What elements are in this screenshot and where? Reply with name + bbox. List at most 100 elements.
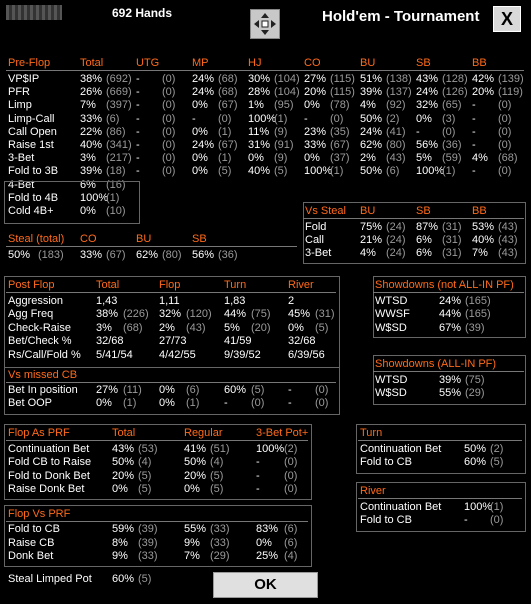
row-value: (29) [465,387,485,400]
row-value: 4% [472,152,488,165]
showdowns-notallin-header: Showdowns (not ALL-IN PF) [373,279,524,293]
row-value: (165) [465,295,491,307]
row-label: Continuation Bet [8,443,90,455]
row-value: (37) [330,152,350,165]
showdown-row: WWSF 44% (165) [373,308,524,321]
vs-missed-cb-box [4,367,340,415]
row-value: 100% [256,443,285,455]
row-value: (9) [274,152,288,165]
window-title: Hold'em - Tournament [322,8,480,25]
ok-button[interactable]: OK [213,572,318,598]
steal-limped-pot-row: Steal Limped Pot 60% (5) [8,573,152,585]
vs-steal-row: Call 21% (24) 6% (31) 40% (43) [303,234,524,247]
row-value: 20% [304,86,327,99]
row-value: - [472,125,476,138]
row-value: (68) [218,86,238,99]
row-value: (39) [138,536,158,549]
row-label: Aggression [8,295,64,307]
row-value: 1,43 [96,295,118,307]
row-label: Raise Donk Bet [8,483,85,496]
row-label: Call [305,234,324,247]
row-value: 9% [112,550,128,563]
row-label: WTSD [375,374,408,386]
row-value: 50% [112,456,135,469]
row-value: (6) [386,165,400,178]
row-value: - [136,152,140,165]
row-value: - [472,165,476,178]
flop-as-prf-row: Continuation Bet 43% (53) 41% (51) 100% (2) [6,443,308,456]
row-value: 56% [416,139,439,151]
row-value: (31) [442,234,462,247]
move-icon[interactable] [250,9,280,39]
row-value: (1) [490,501,504,513]
row-value: - [288,384,292,396]
row-label: PFR [8,86,30,99]
row-value: 3% [96,321,112,334]
row-value: (6) [284,523,298,535]
row-value: 24% [192,139,215,151]
row-value: 87% [416,221,439,233]
row-value: (126) [442,86,468,99]
row-value: (0) [315,384,329,396]
row-value: - [472,112,476,125]
row-value: (1) [218,152,232,165]
row-value: 45% [288,308,311,321]
row-label: Call Open [8,125,57,138]
row-value: (29) [210,550,230,563]
row-value: - [136,125,140,138]
hands-count: 692 Hands [112,6,173,20]
row-value: (92) [386,99,406,112]
row-value: 100% [304,165,333,178]
flop-vs-prf-box [4,505,312,567]
row-value: (1) [274,112,288,125]
row-value: (1) [186,397,200,410]
row-value: (0) [498,125,512,138]
river-box [356,482,526,532]
row-value: (115) [330,86,355,99]
row-value: (33) [210,536,230,549]
row-value: (68) [218,73,238,85]
row-value: (1) [442,165,456,178]
row-value: 6% [416,234,432,247]
row-value: (0) [162,165,176,178]
row-value: (24) [386,247,406,260]
row-value: (0) [162,152,176,165]
turn-row: Continuation Bet 50% (2) [358,443,522,456]
preflop-row: Raise 1st 40% (341) - (0) 24% (67) 31% (91) 33% (6… [6,139,524,152]
row-value: (115) [330,73,355,85]
row-value: (59) [442,152,462,165]
row-label: Limp [8,99,32,112]
row-value: - [136,99,140,112]
postflop-row: Agg Freq 38% (226) 32% (120) 44% (75) 45% (31) [6,308,336,321]
row-label: Continuation Bet [360,443,442,455]
row-value: (6) [106,112,120,125]
showdowns-allin-box [373,355,526,405]
close-button[interactable]: X [493,6,521,32]
row-value: 43% [416,73,439,85]
row-value: - [136,165,140,178]
row-label: Fold to CB [8,523,60,535]
row-value: (31) [442,221,462,233]
flop-as-prf-header: Flop As PRF Total Regular 3-Bet Pot+ [6,427,309,441]
row-value: 41/59 [224,335,252,348]
row-value: (0) [490,514,504,527]
row-value: (0) [162,86,176,99]
row-value: 33% [304,139,327,151]
row-value: 24% [360,125,383,138]
postflop-row: Check-Raise 3% (68) 2% (43) 5% (20) 0% (5) [6,322,336,335]
row-label: Fold to 4B [8,191,59,204]
row-value: (0) [284,456,298,469]
row-value: (35) [330,125,350,138]
row-value: - [304,112,308,125]
row-value: 38% [80,73,103,85]
row-value: 24% [439,295,462,307]
row-value: 60% [464,456,487,469]
row-value: 0% [192,152,208,165]
row-value: 27% [304,73,327,85]
row-value: 0% [304,152,320,165]
row-value: 60% [224,384,247,396]
row-value: (31) [442,247,462,260]
row-value: 55% [439,387,462,400]
row-value: 20% [472,86,495,99]
row-value: (5) [315,321,329,334]
